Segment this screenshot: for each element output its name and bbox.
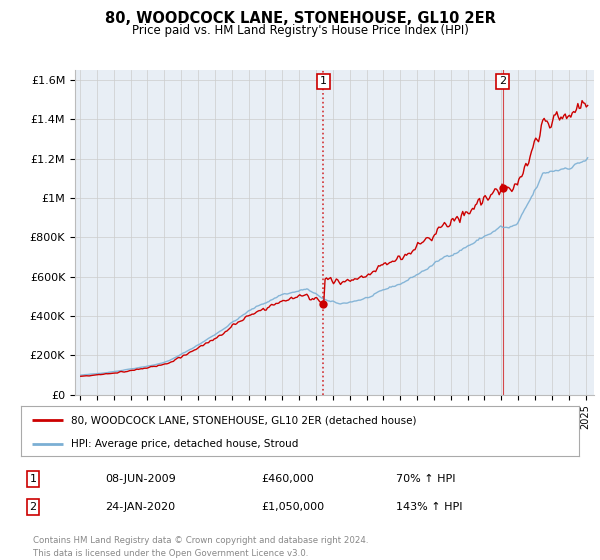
Text: 08-JUN-2009: 08-JUN-2009	[105, 474, 176, 484]
Text: 1: 1	[320, 77, 327, 86]
Text: 24-JAN-2020: 24-JAN-2020	[105, 502, 175, 512]
Text: Contains HM Land Registry data © Crown copyright and database right 2024.
This d: Contains HM Land Registry data © Crown c…	[33, 536, 368, 558]
Text: 143% ↑ HPI: 143% ↑ HPI	[396, 502, 463, 512]
Text: 80, WOODCOCK LANE, STONEHOUSE, GL10 2ER: 80, WOODCOCK LANE, STONEHOUSE, GL10 2ER	[104, 11, 496, 26]
Text: £460,000: £460,000	[261, 474, 314, 484]
Text: 70% ↑ HPI: 70% ↑ HPI	[396, 474, 455, 484]
Text: 2: 2	[499, 77, 506, 86]
Text: £1,050,000: £1,050,000	[261, 502, 324, 512]
Text: 2: 2	[29, 502, 37, 512]
Text: 1: 1	[29, 474, 37, 484]
Text: 80, WOODCOCK LANE, STONEHOUSE, GL10 2ER (detached house): 80, WOODCOCK LANE, STONEHOUSE, GL10 2ER …	[71, 415, 417, 425]
Text: HPI: Average price, detached house, Stroud: HPI: Average price, detached house, Stro…	[71, 439, 299, 449]
Text: Price paid vs. HM Land Registry's House Price Index (HPI): Price paid vs. HM Land Registry's House …	[131, 24, 469, 36]
